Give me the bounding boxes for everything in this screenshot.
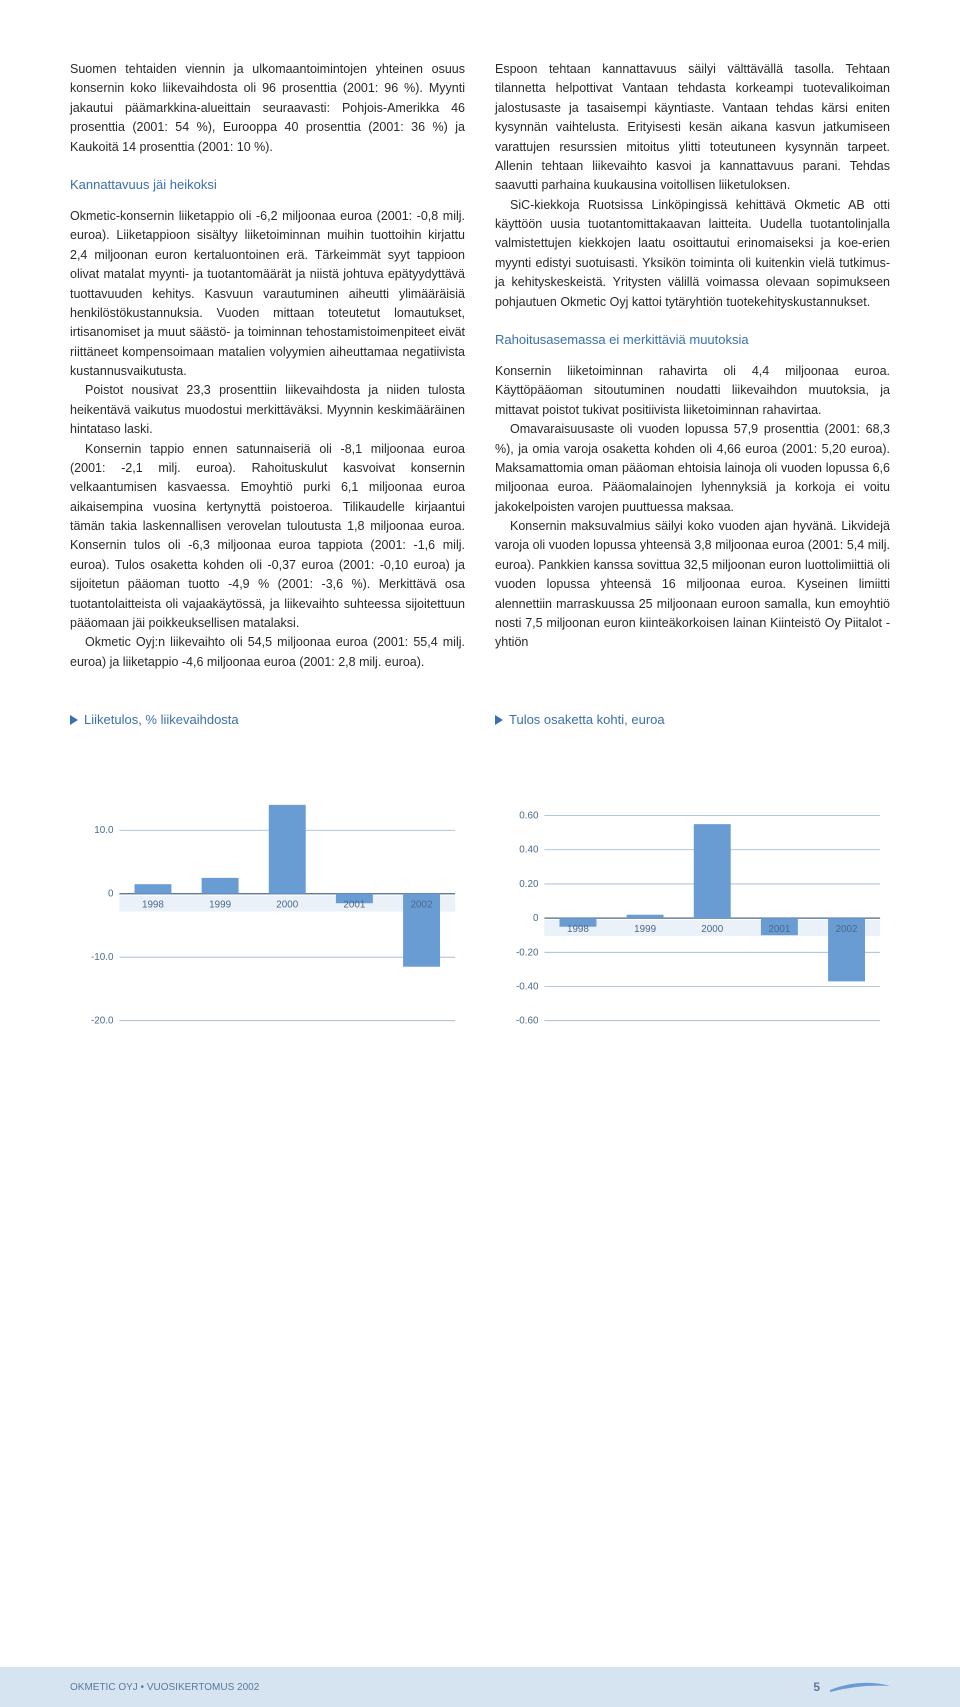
- para: Okmetic-konsernin liiketappio oli -6,2 m…: [70, 207, 465, 381]
- svg-text:-20.0: -20.0: [91, 1016, 114, 1027]
- section-heading: Rahoitusasemassa ei merkittäviä muutoksi…: [495, 330, 890, 350]
- svg-text:1999: 1999: [209, 900, 231, 911]
- right-column: Espoon tehtaan kannattavuus säilyi vältt…: [495, 60, 890, 672]
- para: Konsernin tappio ennen satunnaiseriä oli…: [70, 440, 465, 634]
- svg-text:10.0: 10.0: [94, 825, 114, 836]
- svg-text:1999: 1999: [634, 924, 656, 935]
- svg-text:2000: 2000: [276, 900, 298, 911]
- footer-text: OKMETIC OYJ • VUOSIKERTOMUS 2002: [70, 1682, 259, 1693]
- para: Poistot nousivat 23,3 prosenttiin liikev…: [70, 381, 465, 439]
- para: Espoon tehtaan kannattavuus säilyi vältt…: [495, 60, 890, 196]
- svg-text:0.20: 0.20: [519, 879, 539, 890]
- svg-text:2001: 2001: [768, 924, 790, 935]
- para: Konsernin maksuvalmius säilyi koko vuode…: [495, 517, 890, 653]
- svg-text:1998: 1998: [142, 900, 164, 911]
- chart-title: Tulos osaketta kohti, euroa: [495, 712, 890, 727]
- svg-text:-10.0: -10.0: [91, 952, 114, 963]
- svg-text:2000: 2000: [701, 924, 723, 935]
- page-footer: OKMETIC OYJ • VUOSIKERTOMUS 2002 5: [0, 1667, 960, 1707]
- svg-text:-0.60: -0.60: [516, 1016, 539, 1027]
- svg-text:2001: 2001: [343, 900, 365, 911]
- para: Konsernin liiketoiminnan rahavirta oli 4…: [495, 362, 890, 420]
- triangle-icon: [70, 715, 78, 725]
- para: Omavaraisuusaste oli vuoden lopussa 57,9…: [495, 420, 890, 517]
- bar-chart: -20.0 -10.0 0 10.0 1998 1999 2000 2001 2002: [70, 787, 465, 1047]
- svg-text:2002: 2002: [411, 900, 433, 911]
- page-number: 5: [813, 1680, 820, 1694]
- svg-text:0.40: 0.40: [519, 845, 539, 856]
- chart-right: Tulos osaketta kohti, euroa -0.60-0.40-0…: [495, 712, 890, 1052]
- svg-text:-0.20: -0.20: [516, 947, 539, 958]
- section-heading: Kannattavuus jäi heikoksi: [70, 175, 465, 195]
- svg-text:2002: 2002: [836, 924, 858, 935]
- para: Suomen tehtaiden viennin ja ulkomaantoim…: [70, 60, 465, 157]
- svg-text:0: 0: [533, 913, 539, 924]
- para: SiC-kiekkoja Ruotsissa Linköpingissä keh…: [495, 196, 890, 312]
- para: Okmetic Oyj:n liikevaihto oli 54,5 miljo…: [70, 633, 465, 672]
- chart-left: Liiketulos, % liikevaihdosta -20.0 -10.0 0…: [70, 712, 465, 1052]
- chart-title: Liiketulos, % liikevaihdosta: [70, 712, 465, 727]
- chart-title-text: Tulos osaketta kohti, euroa: [509, 712, 665, 727]
- svg-text:1998: 1998: [567, 924, 589, 935]
- swoosh-icon: [830, 1680, 890, 1694]
- charts-row: Liiketulos, % liikevaihdosta -20.0 -10.0 0…: [0, 672, 960, 1052]
- triangle-icon: [495, 715, 503, 725]
- chart-title-text: Liiketulos, % liikevaihdosta: [84, 712, 239, 727]
- text-columns: Suomen tehtaiden viennin ja ulkomaantoim…: [0, 0, 960, 672]
- svg-text:0.60: 0.60: [519, 811, 539, 822]
- bar-chart: -0.60 -0.40 -0.20 0 0.20 0.40 0.60 1998 1999 2000…: [495, 787, 890, 1047]
- left-column: Suomen tehtaiden viennin ja ulkomaantoim…: [70, 60, 465, 672]
- svg-text:-0.40: -0.40: [516, 981, 539, 992]
- svg-text:0: 0: [108, 889, 114, 900]
